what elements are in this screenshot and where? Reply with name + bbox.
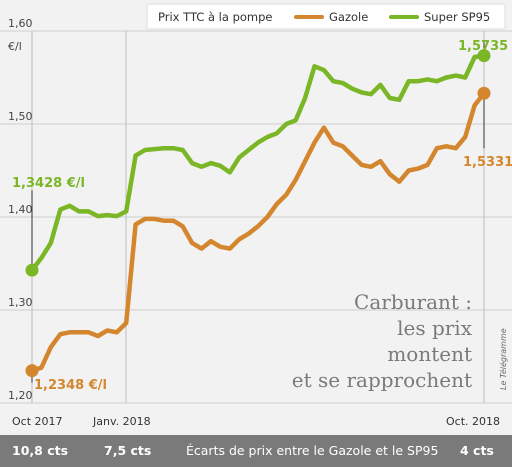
marker-gazole-end (477, 86, 491, 100)
y-axis-ticks: 1,20 1,30 1,40 1,50 1,60 (8, 17, 33, 402)
headline-line-3: montent (387, 342, 472, 366)
y-axis-unit: €/l (8, 40, 22, 53)
fuel-price-chart: 1,20 1,30 1,40 1,50 1,60 €/l Prix TTC à la p… (0, 3, 512, 428)
y-tick-label: 1,50 (8, 110, 33, 123)
series-lines (29, 53, 487, 373)
marker-gazole-start (25, 364, 39, 378)
x-tick-end: Oct. 2018 (446, 415, 500, 428)
legend-box (146, 3, 506, 30)
marker-super-sp95-start (25, 263, 39, 277)
headline-line-1: Carburant : (354, 290, 472, 314)
y-tick-label: 1,20 (8, 389, 33, 402)
series-line-gazole (29, 90, 487, 373)
legend: Prix TTC à la pompe Gazole Super SP95 (146, 3, 506, 30)
gap-start-value: 10,8 cts (12, 443, 69, 458)
legend-label-gazole: Gazole (329, 10, 368, 24)
credit: Le Télégramme (498, 328, 508, 390)
headline-line-4: et se rapprochent (292, 368, 472, 392)
x-tick-mid: Janv. 2018 (92, 415, 151, 428)
y-tick-label: 1,40 (8, 203, 33, 216)
gazole-end-label: 1,5331 (463, 155, 512, 170)
headline: Carburant : les prix montent et se rappr… (292, 290, 473, 392)
headline-line-2: les prix (397, 316, 473, 340)
series-line-super-sp95 (29, 53, 487, 273)
sp95-start-label: 1,3428 €/l (12, 176, 85, 191)
x-tick-start: Oct 2017 (12, 415, 63, 428)
gap-end-value: 4 cts (460, 443, 494, 458)
endpoint-markers (25, 41, 491, 383)
sp95-end-label: 1,5735 (458, 39, 508, 54)
gap-caption: Écarts de prix entre le Gazole et le SP9… (186, 443, 439, 458)
gap-mid-value: 7,5 cts (104, 443, 152, 458)
y-tick-label: 1,30 (8, 296, 33, 309)
y-tick-label: 1,60 (8, 17, 33, 30)
gazole-start-label: 1,2348 €/l (34, 378, 107, 393)
legend-title: Prix TTC à la pompe (158, 10, 273, 24)
price-gap-footer: 10,8 cts 7,5 cts Écarts de prix entre le… (0, 435, 512, 467)
legend-label-sp95: Super SP95 (424, 10, 490, 24)
marker-super-sp95-end (477, 49, 491, 63)
